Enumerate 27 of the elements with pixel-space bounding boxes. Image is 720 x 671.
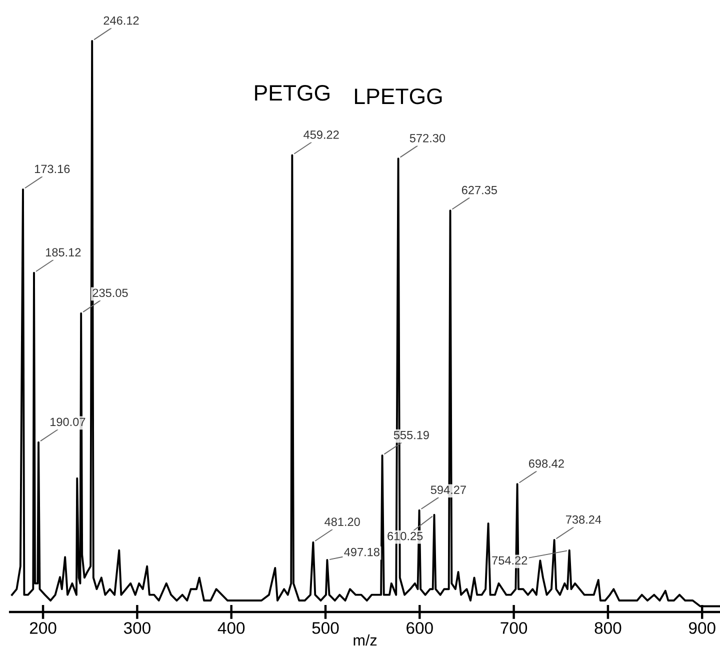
x-tick-label: 500 xyxy=(312,622,339,634)
x-tick-label: 600 xyxy=(406,622,433,634)
annotation: 190.07 xyxy=(50,418,86,426)
x-tick-label: 700 xyxy=(500,622,528,634)
annotation: 754.22 xyxy=(492,556,528,565)
annotation: 610.25 xyxy=(388,532,423,540)
annotation: 173.16 xyxy=(34,164,70,174)
annotation: 235.05 xyxy=(92,288,128,298)
annotation: 246.12 xyxy=(104,16,139,25)
annotation: 627.35 xyxy=(462,186,497,194)
annotation: 185.12 xyxy=(46,248,81,257)
annotation: LPETGG xyxy=(355,88,442,104)
x-tick-label: 400 xyxy=(218,622,245,634)
x-tick-label: 900 xyxy=(688,622,716,634)
annotation: 555.19 xyxy=(394,430,429,440)
annotation: 594.27 xyxy=(430,486,466,494)
annotation: 481.20 xyxy=(324,518,360,526)
annotation: 698.42 xyxy=(528,459,564,468)
annotation: 738.24 xyxy=(566,515,602,524)
annotation: PETGG xyxy=(255,85,330,101)
x-tick-label: 800 xyxy=(594,622,622,634)
annotation: 497.18 xyxy=(344,548,380,556)
x-tick-label: 200 xyxy=(30,622,56,634)
annotation: 572.30 xyxy=(410,134,446,142)
annotation: 459.22 xyxy=(304,130,339,139)
x-axis-title: m/z xyxy=(354,634,377,646)
x-tick-label: 300 xyxy=(124,622,150,634)
